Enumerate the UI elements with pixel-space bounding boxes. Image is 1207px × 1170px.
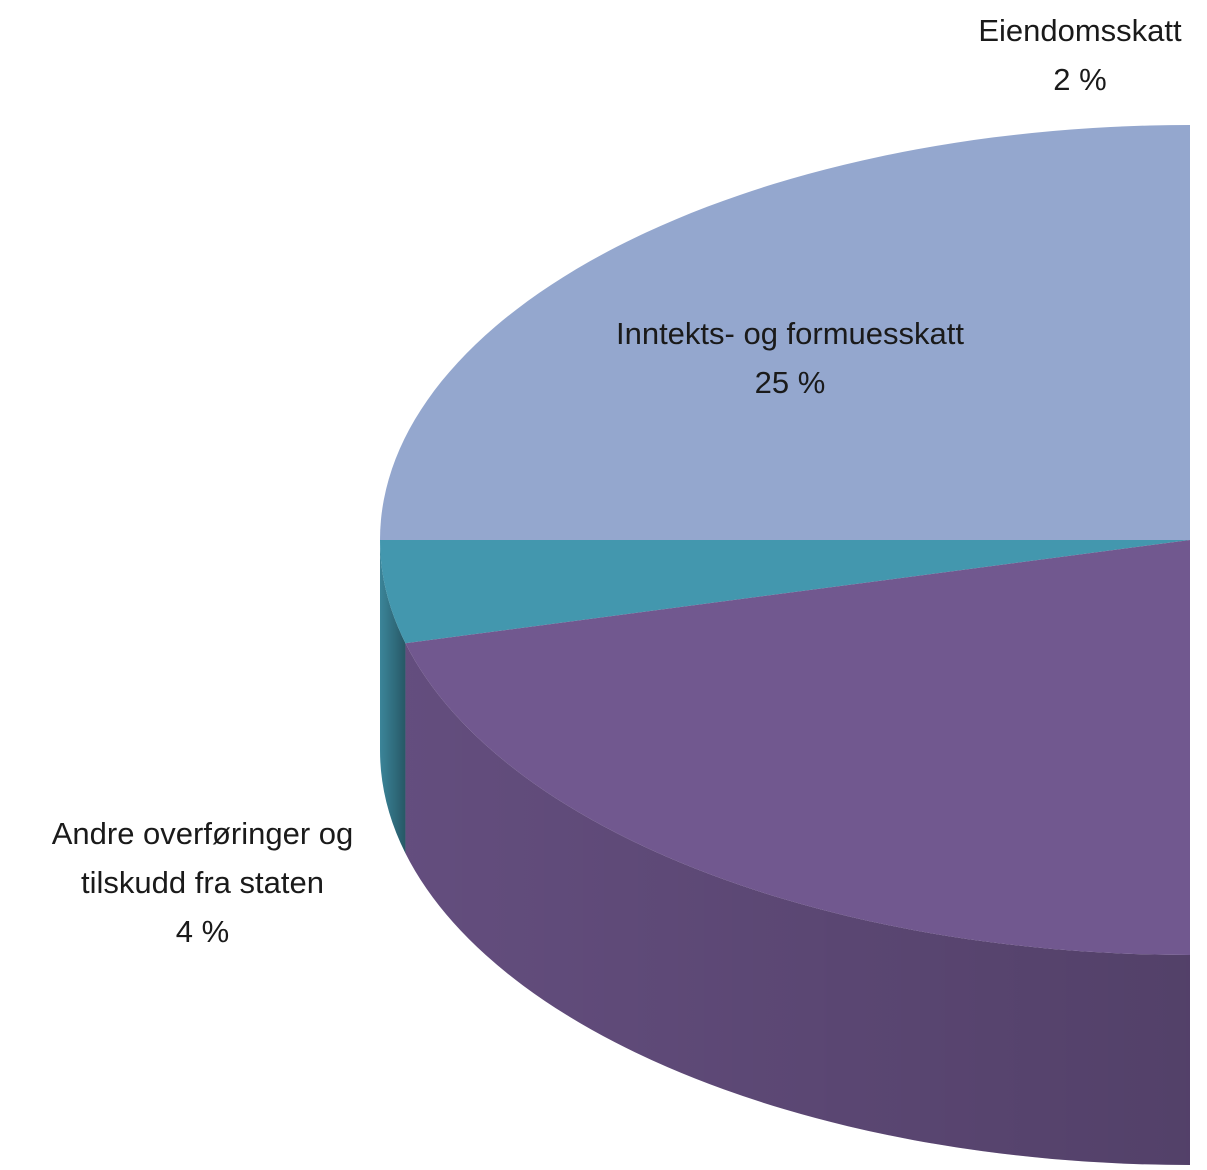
value-label: 4 % bbox=[175, 914, 230, 949]
value-label: 2 % bbox=[1053, 62, 1107, 97]
value-label: 25 % bbox=[754, 365, 826, 400]
slice-side-shade bbox=[405, 643, 1190, 1165]
slice bbox=[380, 125, 1190, 540]
slice bbox=[405, 540, 1190, 955]
slice bbox=[380, 540, 1190, 644]
category-label: Eiendomsskatt bbox=[978, 13, 1182, 48]
category-label: Andre overføringer og tilskudd fra state… bbox=[51, 816, 354, 900]
slice-side-shade bbox=[380, 540, 406, 854]
slice-label: Eiendomsskatt 2 % bbox=[880, 6, 1207, 104]
category-label: Inntekts- og formuesskatt bbox=[615, 316, 965, 351]
slice-label: Andre overføringer og tilskudd fra state… bbox=[10, 809, 395, 956]
slice-label: Inntekts- og formuesskatt 25 % bbox=[540, 309, 1040, 407]
pie-sides bbox=[380, 540, 1190, 1165]
pie-tops bbox=[380, 125, 1190, 955]
